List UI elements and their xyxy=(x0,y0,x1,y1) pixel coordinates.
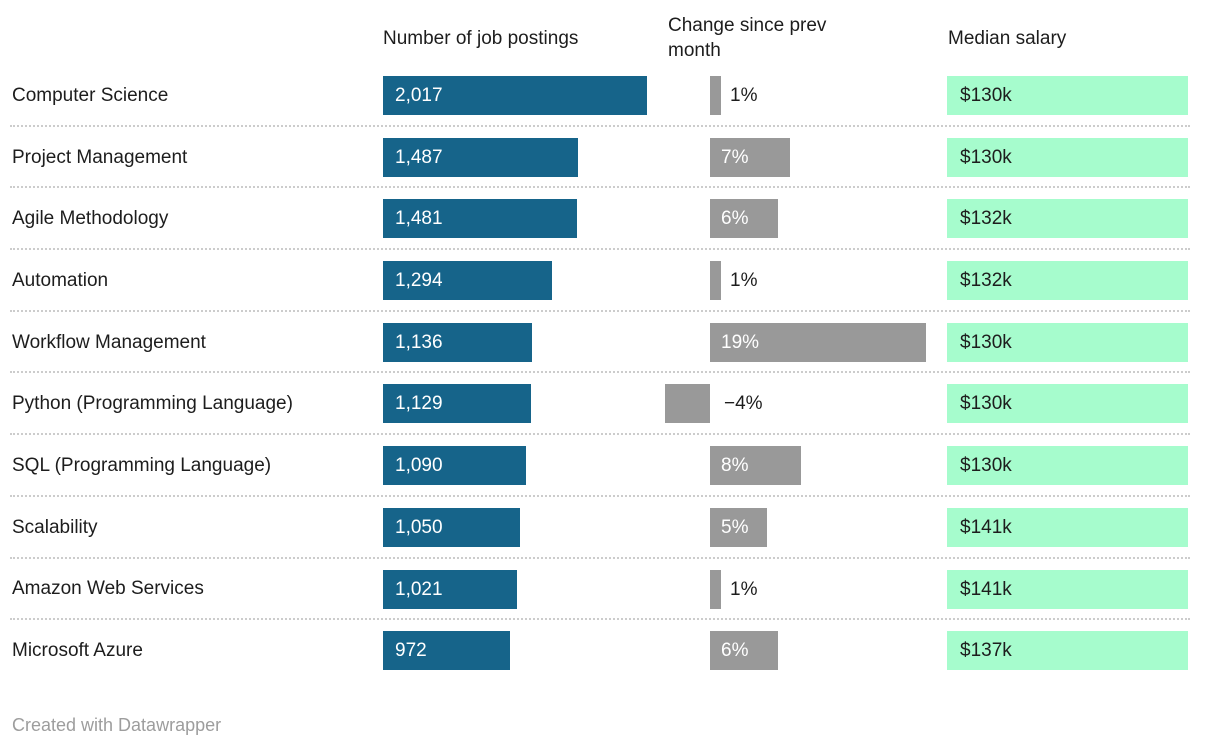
change-value: 1% xyxy=(730,578,758,600)
change-value: 5% xyxy=(721,516,749,538)
change-value: 8% xyxy=(721,455,749,477)
salary-value: $130k xyxy=(960,85,1012,106)
postings-value: 1,481 xyxy=(395,208,443,230)
change-bar xyxy=(665,384,710,424)
salary-cell: $130k xyxy=(947,446,1188,486)
row-label: Scalability xyxy=(12,516,98,538)
salary-value: $141k xyxy=(960,516,1012,538)
salary-cell: $130k xyxy=(947,76,1188,115)
change-bar xyxy=(710,76,721,115)
postings-bar: 1,021 xyxy=(383,569,517,609)
salary-cell: $130k xyxy=(947,384,1188,424)
table-row: Workflow Management 1,136 19% $130k xyxy=(0,312,1220,374)
postings-value: 2,017 xyxy=(395,85,443,106)
row-label: Automation xyxy=(12,269,109,291)
postings-bar: 1,481 xyxy=(383,199,577,239)
postings-value: 972 xyxy=(395,640,427,662)
postings-bar: 1,487 xyxy=(383,137,578,177)
table-row: Python (Programming Language) 1,129 −4% … xyxy=(0,373,1220,435)
salary-value: $130k xyxy=(960,455,1012,477)
column-header-postings: Number of job postings xyxy=(383,28,579,49)
salary-cell: $141k xyxy=(947,569,1188,609)
row-label: Agile Methodology xyxy=(12,208,169,230)
change-bar xyxy=(710,261,721,301)
postings-bar: 1,050 xyxy=(383,507,520,547)
change-bar xyxy=(710,322,926,362)
table-row: SQL (Programming Language) 1,090 8% $130… xyxy=(0,435,1220,497)
postings-value: 1,090 xyxy=(395,455,443,477)
change-value: 6% xyxy=(721,640,749,662)
salary-cell: $132k xyxy=(947,261,1188,301)
postings-bar: 1,129 xyxy=(383,384,531,424)
salary-value: $130k xyxy=(960,146,1012,168)
chart-rows: Computer Science 2,017 1% $130k Project … xyxy=(0,65,1220,682)
change-value: 7% xyxy=(721,146,749,168)
table-row: Agile Methodology 1,481 6% $132k xyxy=(0,188,1220,250)
change-bar xyxy=(710,137,790,177)
salary-value: $130k xyxy=(960,331,1012,353)
postings-value: 1,021 xyxy=(395,578,443,600)
postings-value: 1,487 xyxy=(395,146,443,168)
change-bar xyxy=(710,569,721,609)
salary-cell: $132k xyxy=(947,199,1188,239)
salary-value: $132k xyxy=(960,208,1012,230)
row-label: Python (Programming Language) xyxy=(12,393,293,415)
salary-value: $130k xyxy=(960,393,1012,415)
row-label: Workflow Management xyxy=(12,331,206,353)
postings-bar: 2,017 xyxy=(383,76,647,115)
salary-cell: $141k xyxy=(947,507,1188,547)
postings-value: 1,050 xyxy=(395,516,443,538)
row-label: Computer Science xyxy=(12,84,169,106)
row-label: SQL (Programming Language) xyxy=(12,454,272,476)
postings-value: 1,136 xyxy=(395,331,443,353)
row-label: Project Management xyxy=(12,146,188,168)
column-header-change: Change since prev month xyxy=(668,15,827,61)
change-value: 1% xyxy=(730,85,758,106)
change-value: 6% xyxy=(721,208,749,230)
table-row: Amazon Web Services 1,021 1% $141k xyxy=(0,559,1220,621)
postings-bar: 1,294 xyxy=(383,261,552,301)
datawrapper-credit-link[interactable]: Created with Datawrapper xyxy=(12,715,222,735)
table-row: Microsoft Azure 972 6% $137k xyxy=(0,620,1220,682)
row-label: Microsoft Azure xyxy=(12,640,143,662)
postings-bar: 1,090 xyxy=(383,446,526,486)
salary-value: $137k xyxy=(960,640,1012,662)
table-row: Automation 1,294 1% $132k xyxy=(0,250,1220,312)
salary-cell: $137k xyxy=(947,631,1188,671)
column-header-salary: Median salary xyxy=(948,28,1067,49)
salary-cell: $130k xyxy=(947,137,1188,177)
postings-bar: 1,136 xyxy=(383,322,532,362)
change-bar xyxy=(710,631,778,671)
salary-value: $132k xyxy=(960,270,1012,292)
change-bar xyxy=(710,199,778,239)
salary-value: $141k xyxy=(960,578,1012,600)
table-row: Project Management 1,487 7% $130k xyxy=(0,127,1220,189)
postings-value: 1,294 xyxy=(395,270,443,292)
table-row: Scalability 1,050 5% $141k xyxy=(0,497,1220,559)
change-value: −4% xyxy=(724,393,763,415)
row-label: Amazon Web Services xyxy=(12,578,204,600)
change-value: 19% xyxy=(721,331,760,353)
salary-cell: $130k xyxy=(947,322,1188,362)
table-row: Computer Science 2,017 1% $130k xyxy=(0,65,1220,127)
change-value: 1% xyxy=(730,270,758,292)
postings-bar: 972 xyxy=(383,631,510,671)
change-bar xyxy=(710,507,767,547)
change-bar xyxy=(710,446,801,486)
postings-value: 1,129 xyxy=(395,393,443,415)
